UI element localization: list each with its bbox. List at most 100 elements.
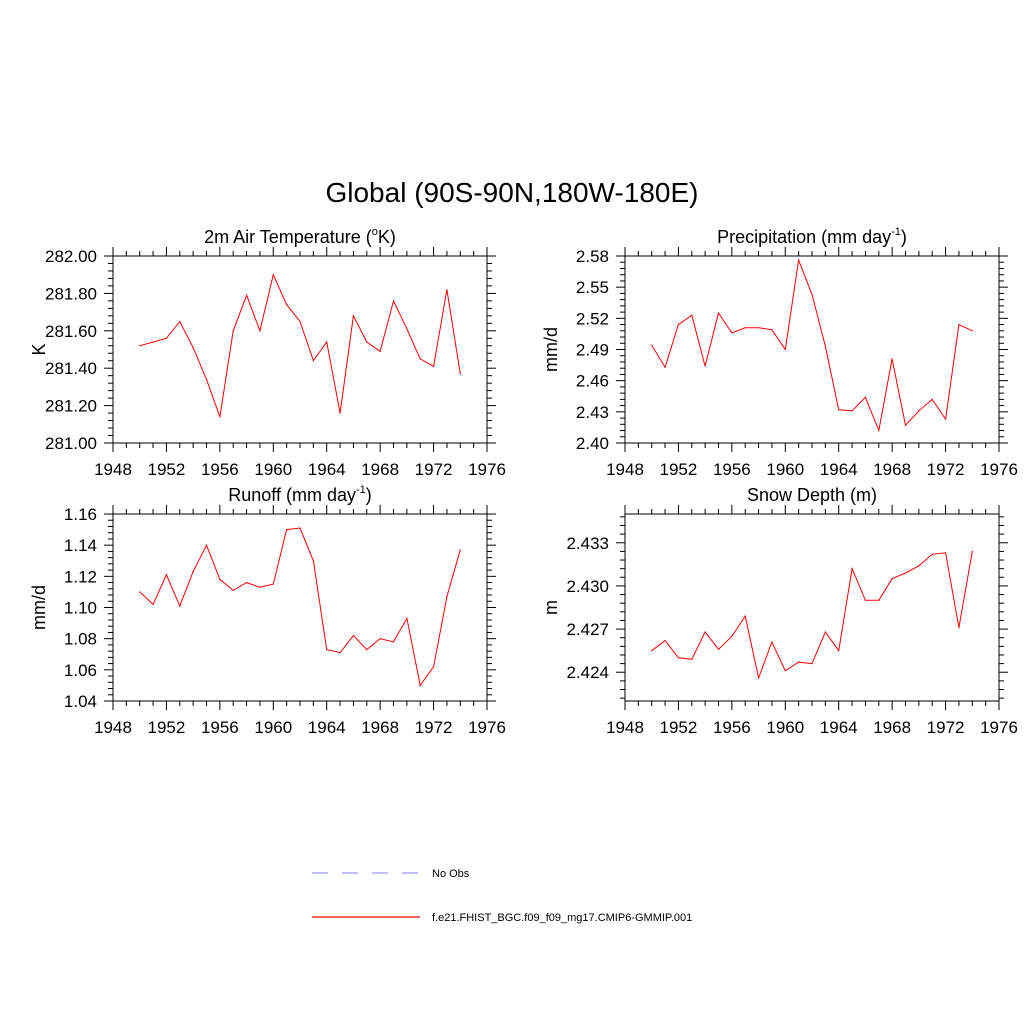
data-point bbox=[971, 550, 973, 553]
panel-title: 2m Air Temperature (oK) bbox=[204, 226, 396, 247]
data-point bbox=[664, 639, 666, 642]
panel-title: Precipitation (mm day-1) bbox=[717, 226, 907, 247]
x-tick-label: 1956 bbox=[713, 718, 751, 737]
x-tick-label: 1956 bbox=[201, 718, 239, 737]
x-tick-label: 1952 bbox=[660, 718, 698, 737]
x-tick-label: 1972 bbox=[415, 460, 453, 479]
x-tick-label: 1952 bbox=[660, 460, 698, 479]
data-point bbox=[259, 586, 261, 588]
panel-2: Precipitation (mm day-1) mm/d 1948 1952 1956… bbox=[541, 226, 1018, 479]
data-point bbox=[904, 572, 907, 574]
y-tick-label: 2.52 bbox=[576, 309, 609, 328]
data-point bbox=[245, 581, 248, 584]
data-point bbox=[366, 341, 368, 343]
data-point bbox=[731, 635, 733, 637]
x-tick-label: 1964 bbox=[308, 460, 346, 479]
x-tick-label: 1960 bbox=[766, 718, 804, 737]
data-point bbox=[366, 648, 368, 651]
data-point bbox=[205, 378, 208, 381]
x-tick-label: 1968 bbox=[873, 460, 911, 479]
data-point bbox=[811, 293, 813, 296]
x-tick-label: 1964 bbox=[820, 718, 858, 737]
data-point bbox=[152, 341, 154, 343]
data-point bbox=[824, 631, 826, 633]
data-point bbox=[152, 603, 154, 605]
x-tick-label: 1948 bbox=[94, 460, 132, 479]
y-tick-label: 1.04 bbox=[64, 692, 97, 711]
data-point bbox=[139, 591, 141, 593]
data-point bbox=[931, 553, 933, 555]
data-point bbox=[379, 638, 381, 640]
x-tick-label: 1976 bbox=[980, 460, 1018, 479]
y-axis-label: K bbox=[29, 343, 49, 355]
data-point bbox=[691, 658, 693, 660]
data-point bbox=[918, 565, 920, 567]
data-point bbox=[192, 347, 194, 349]
x-tick-label: 1948 bbox=[606, 460, 644, 479]
series-line bbox=[651, 258, 973, 433]
x-tick-label: 1972 bbox=[415, 718, 453, 737]
x-tick-label: 1972 bbox=[927, 460, 965, 479]
x-tick-label: 1976 bbox=[980, 718, 1018, 737]
x-tick-label: 1956 bbox=[201, 460, 239, 479]
data-point bbox=[691, 314, 693, 316]
data-point bbox=[326, 341, 328, 343]
data-point bbox=[757, 327, 760, 329]
y-tick-label: 281.40 bbox=[45, 359, 97, 378]
y-tick-label: 2.424 bbox=[566, 663, 609, 682]
plot-frame bbox=[112, 513, 488, 702]
data-point bbox=[379, 350, 381, 352]
y-tick-label: 281.20 bbox=[45, 397, 97, 416]
panel-title: Runoff (mm day-1) bbox=[228, 484, 372, 505]
data-point bbox=[664, 366, 666, 368]
data-point bbox=[771, 329, 773, 331]
legend-obs-label: No Obs bbox=[432, 868, 470, 880]
series-line bbox=[139, 527, 461, 687]
panel-title: Snow Depth (m) bbox=[747, 485, 877, 505]
figure-title: Global (90S-90N,180W-180E) bbox=[325, 177, 698, 208]
data-point bbox=[312, 360, 314, 362]
y-tick-label: 1.12 bbox=[64, 567, 97, 586]
data-point bbox=[784, 670, 786, 672]
x-tick-label: 1952 bbox=[148, 718, 186, 737]
data-point bbox=[352, 634, 355, 637]
panels: 2m Air Temperature (oK) K 1948 1952 1956 1960… bbox=[29, 226, 1018, 737]
x-tick-label: 1956 bbox=[713, 460, 751, 479]
y-axis-label: mm/d bbox=[29, 585, 49, 630]
data-point bbox=[339, 412, 341, 414]
y-tick-label: 281.80 bbox=[45, 284, 97, 303]
data-point bbox=[851, 410, 853, 412]
data-point bbox=[677, 657, 680, 659]
data-point bbox=[179, 320, 181, 323]
plot-frame bbox=[112, 255, 488, 444]
panel-1: 2m Air Temperature (oK) K 1948 1952 1956 1960… bbox=[29, 226, 506, 479]
data-point bbox=[677, 323, 680, 326]
data-point bbox=[286, 528, 288, 531]
data-point bbox=[944, 552, 947, 554]
data-point bbox=[245, 294, 248, 296]
data-point bbox=[824, 345, 826, 347]
data-point bbox=[406, 617, 408, 620]
data-point bbox=[272, 583, 274, 585]
data-point bbox=[744, 615, 746, 617]
data-point bbox=[918, 410, 920, 412]
data-point bbox=[704, 631, 706, 633]
y-tick-label: 2.55 bbox=[576, 278, 609, 297]
data-point bbox=[931, 398, 933, 400]
data-point bbox=[299, 527, 301, 529]
data-point bbox=[299, 320, 301, 323]
x-tick-label: 1960 bbox=[766, 460, 804, 479]
y-tick-label: 1.14 bbox=[64, 536, 97, 555]
panel-3: Runoff (mm day-1) mm/d 1948 1952 1956 1960 196… bbox=[29, 484, 506, 737]
data-point bbox=[958, 323, 960, 326]
panel-4: Snow Depth (m) m 1948 1952 1956 1960 1964 1968 1… bbox=[541, 485, 1018, 737]
data-point bbox=[165, 574, 168, 576]
data-point bbox=[731, 332, 733, 334]
y-tick-label: 2.43 bbox=[576, 403, 609, 422]
data-point bbox=[838, 409, 840, 411]
data-point bbox=[459, 549, 461, 551]
data-point bbox=[878, 429, 880, 432]
data-point bbox=[904, 424, 907, 426]
data-point bbox=[432, 365, 435, 367]
y-tick-label: 2.40 bbox=[576, 434, 609, 453]
